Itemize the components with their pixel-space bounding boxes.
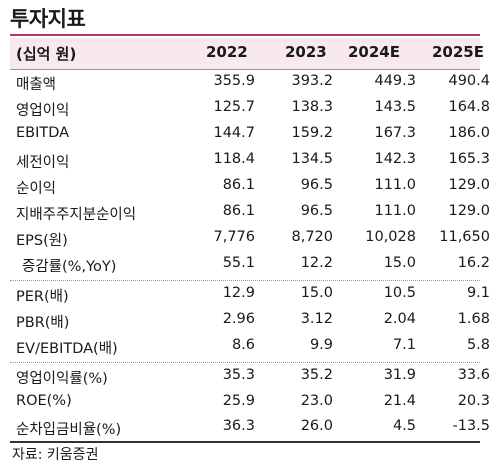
cell-2023: 15.0 xyxy=(300,285,333,301)
cell-2025e: 16.2 xyxy=(457,255,490,271)
cell-2024e: 449.3 xyxy=(374,73,416,89)
row-label: 영업이익률(%) xyxy=(16,371,108,387)
cell-2024e: 111.0 xyxy=(374,177,416,193)
cell-2024e: 142.3 xyxy=(374,151,416,167)
cell-2025e: 5.8 xyxy=(466,337,490,353)
row-label: 지배주주지분순이익 xyxy=(16,207,137,223)
cell-2022: 125.7 xyxy=(213,99,255,115)
table-row: ROE(%) 25.9 23.0 21.4 20.3 xyxy=(10,390,490,416)
row-label: 영업이익 xyxy=(16,103,70,119)
header-rule xyxy=(10,69,480,70)
cell-2025e: 186.0 xyxy=(448,125,490,141)
table-row: PBR(배) 2.96 3.12 2.04 1.68 xyxy=(10,308,490,334)
cell-2023: 9.9 xyxy=(309,337,333,353)
cell-2025e: 165.3 xyxy=(448,151,490,167)
group-divider xyxy=(10,362,480,363)
table-row: 증감률(%,YoY) 55.1 12.2 15.0 16.2 xyxy=(10,252,490,278)
row-label: 순차입금비율(%) xyxy=(16,422,122,438)
cell-2023: 134.5 xyxy=(291,151,333,167)
table-header: (십억 원) 2022 2023 2024E 2025E xyxy=(10,38,484,69)
table-row: 순차입금비율(%) 36.3 26.0 4.5 -13.5 xyxy=(10,415,490,441)
cell-2022: 118.4 xyxy=(213,151,255,167)
table-row: 순이익 86.1 96.5 111.0 129.0 xyxy=(10,174,490,200)
cell-2025e: 164.8 xyxy=(448,99,490,115)
cell-2022: 55.1 xyxy=(222,255,255,271)
cell-2024e: 21.4 xyxy=(383,393,416,409)
cell-2024e: 7.1 xyxy=(392,337,416,353)
row-label: 순이익 xyxy=(16,181,57,197)
row-label: PBR(배) xyxy=(16,315,70,331)
cell-2022: 86.1 xyxy=(222,177,255,193)
table-row: EPS(원) 7,776 8,720 10,028 11,650 xyxy=(10,226,490,252)
cell-2024e: 143.5 xyxy=(374,99,416,115)
row-label: 세전이익 xyxy=(16,155,70,171)
cell-2025e: -13.5 xyxy=(452,418,490,434)
cell-2022: 2.96 xyxy=(222,311,255,327)
cell-2023: 8,720 xyxy=(291,229,333,245)
year-2024e: 2024E xyxy=(348,43,400,61)
table-row: 영업이익 125.7 138.3 143.5 164.8 xyxy=(10,96,490,122)
row-label: 매출액 xyxy=(16,77,57,93)
cell-2022: 12.9 xyxy=(222,285,255,301)
cell-2025e: 1.68 xyxy=(457,311,490,327)
cell-2024e: 31.9 xyxy=(383,367,416,383)
cell-2025e: 20.3 xyxy=(457,393,490,409)
cell-2025e: 9.1 xyxy=(466,285,490,301)
group-divider xyxy=(10,280,480,281)
cell-2024e: 4.5 xyxy=(392,418,416,434)
cell-2023: 96.5 xyxy=(300,177,333,193)
title-rule xyxy=(10,34,480,36)
cell-2023: 23.0 xyxy=(300,393,333,409)
cell-2025e: 129.0 xyxy=(448,177,490,193)
unit-label: (십억 원) xyxy=(16,45,77,63)
row-label: 증감률(%,YoY) xyxy=(22,259,117,275)
cell-2024e: 111.0 xyxy=(374,203,416,219)
row-label: PER(배) xyxy=(16,289,69,305)
cell-2022: 355.9 xyxy=(213,73,255,89)
cell-2024e: 10,028 xyxy=(365,229,416,245)
cell-2024e: 2.04 xyxy=(383,311,416,327)
source-note: 자료: 키움증권 xyxy=(12,447,99,463)
table-row: 영업이익률(%) 35.3 35.2 31.9 33.6 xyxy=(10,364,490,390)
cell-2022: 25.9 xyxy=(222,393,255,409)
table-row: PER(배) 12.9 15.0 10.5 9.1 xyxy=(10,282,490,308)
table-row: EV/EBITDA(배) 8.6 9.9 7.1 5.8 xyxy=(10,334,490,360)
cell-2024e: 167.3 xyxy=(374,125,416,141)
cell-2022: 36.3 xyxy=(222,418,255,434)
year-2023: 2023 xyxy=(285,43,327,61)
table-bottom-rule xyxy=(10,441,480,443)
row-label: EV/EBITDA(배) xyxy=(16,341,118,357)
cell-2024e: 15.0 xyxy=(383,255,416,271)
cell-2023: 12.2 xyxy=(300,255,333,271)
cell-2022: 86.1 xyxy=(222,203,255,219)
table-row: EBITDA 144.7 159.2 167.3 186.0 xyxy=(10,122,490,148)
row-label: EBITDA xyxy=(16,125,70,141)
cell-2023: 159.2 xyxy=(291,125,333,141)
table-row: 매출액 355.9 393.2 449.3 490.4 xyxy=(10,70,490,96)
cell-2023: 96.5 xyxy=(300,203,333,219)
cell-2023: 35.2 xyxy=(300,367,333,383)
cell-2022: 8.6 xyxy=(231,337,255,353)
year-2022: 2022 xyxy=(206,43,248,61)
table-row: 세전이익 118.4 134.5 142.3 165.3 xyxy=(10,148,490,174)
cell-2023: 26.0 xyxy=(300,418,333,434)
cell-2025e: 129.0 xyxy=(448,203,490,219)
cell-2025e: 11,650 xyxy=(439,229,490,245)
table-row: 지배주주지분순이익 86.1 96.5 111.0 129.0 xyxy=(10,200,490,226)
year-2025e: 2025E xyxy=(432,43,484,61)
cell-2025e: 490.4 xyxy=(448,73,490,89)
row-label: ROE(%) xyxy=(16,393,72,409)
cell-2023: 138.3 xyxy=(291,99,333,115)
cell-2025e: 33.6 xyxy=(457,367,490,383)
cell-2024e: 10.5 xyxy=(383,285,416,301)
cell-2022: 35.3 xyxy=(222,367,255,383)
row-label: EPS(원) xyxy=(16,233,68,249)
cell-2023: 393.2 xyxy=(291,73,333,89)
cell-2022: 144.7 xyxy=(213,125,255,141)
cell-2023: 3.12 xyxy=(300,311,333,327)
table-title: 투자지표 xyxy=(10,7,86,31)
cell-2022: 7,776 xyxy=(213,229,255,245)
